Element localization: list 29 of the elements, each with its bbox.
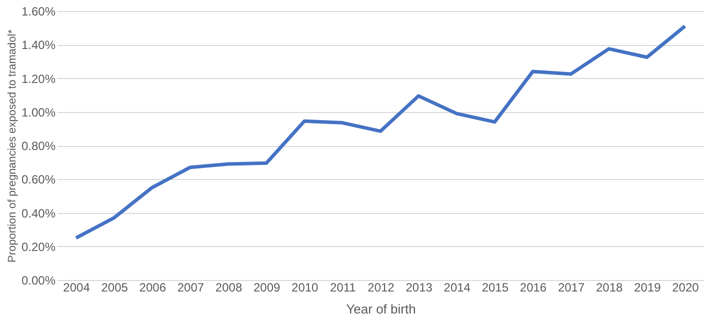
x-tick-label: 2004 bbox=[63, 280, 90, 294]
x-tick-label: 2012 bbox=[368, 280, 395, 294]
x-tick-label: 2018 bbox=[596, 280, 624, 294]
x-tick-label: 2014 bbox=[444, 280, 471, 294]
x-tick-label: 2013 bbox=[406, 280, 433, 294]
x-tick-label: 2010 bbox=[292, 280, 319, 294]
y-tick-label: 0.60% bbox=[21, 172, 56, 187]
x-tick-label: 2006 bbox=[139, 280, 166, 294]
x-tick-label: 2011 bbox=[330, 280, 356, 294]
y-axis-title: Proportion of pregnancies exposed to tramadol* bbox=[6, 28, 18, 262]
y-tick-label: 0.40% bbox=[21, 206, 56, 220]
x-tick-label: 2008 bbox=[215, 280, 242, 294]
y-tick-label: 0.80% bbox=[21, 139, 56, 153]
x-tick-label: 2017 bbox=[558, 280, 585, 294]
x-axis-title: Year of birth bbox=[346, 302, 416, 316]
x-tick-label: 2015 bbox=[482, 280, 509, 294]
line-series bbox=[74, 24, 687, 240]
x-tick-label: 2009 bbox=[253, 280, 280, 294]
y-tick-label: 1.20% bbox=[21, 72, 56, 86]
y-tick-label: 1.60% bbox=[21, 4, 56, 18]
x-tick-label: 2007 bbox=[177, 280, 204, 294]
y-tick-label: 0.00% bbox=[21, 274, 56, 288]
y-tick-label: 1.00% bbox=[21, 105, 56, 120]
x-tick-label: 2019 bbox=[634, 280, 662, 294]
x-tick-label: 2020 bbox=[672, 280, 700, 294]
y-tick-label: 1.40% bbox=[21, 38, 56, 52]
x-tick-label: 2005 bbox=[101, 280, 128, 294]
x-tick-label: 2016 bbox=[520, 280, 547, 294]
y-tick-label: 0.20% bbox=[21, 240, 56, 254]
